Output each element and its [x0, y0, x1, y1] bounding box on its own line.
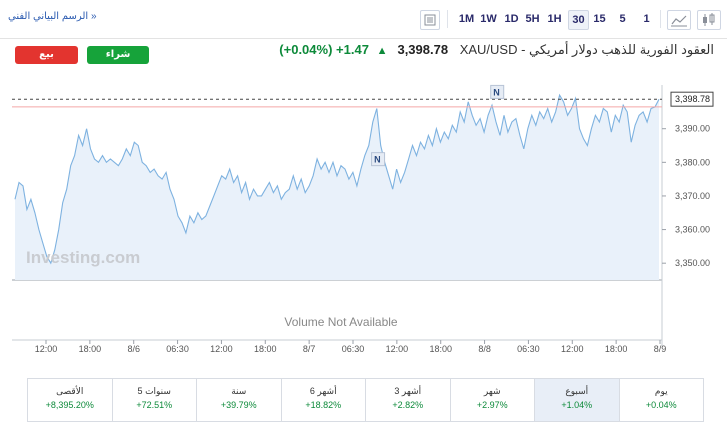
- performance-label: أسبوع: [565, 386, 589, 396]
- instrument-header: (+0.04%) +1.47 ▲ 3,398.78 XAU/USD - العقو…: [279, 42, 714, 58]
- sell-button[interactable]: بيع: [15, 46, 78, 64]
- x-tick-label: 18:00: [254, 344, 277, 354]
- change-value: (+0.04%): [279, 42, 333, 57]
- x-tick-label: 06:30: [517, 344, 540, 354]
- x-tick-label: 06:30: [166, 344, 189, 354]
- volume-not-available: Volume Not Available: [284, 315, 398, 329]
- area-chart-icon: [671, 15, 687, 27]
- investing-watermark: Investing.com: [26, 248, 140, 267]
- timeframe-1M[interactable]: 1M: [458, 13, 475, 25]
- performance-value: +2.82%: [392, 400, 424, 410]
- performance-cell[interactable]: 6 أشهر +18.82%: [282, 379, 366, 421]
- instrument-name: XAU/USD - العقود الفورية للذهب دولار أمر…: [459, 42, 714, 57]
- y-tick-label: 3,370.00: [675, 191, 710, 201]
- performance-cell[interactable]: شهر +2.97%: [451, 379, 535, 421]
- y-tick-label: 3,390.00: [675, 124, 710, 134]
- y-tick-label: 3,380.00: [675, 157, 710, 167]
- performance-value: +0.04%: [645, 400, 677, 410]
- news-marker-icon: N: [374, 155, 381, 165]
- performance-value: +8,395.20%: [45, 400, 94, 410]
- performance-value: +18.82%: [305, 400, 342, 410]
- price-area: [15, 95, 659, 280]
- last-price-tag: 3,398.78: [675, 94, 710, 104]
- toolbar-separator: [660, 10, 661, 28]
- performance-label: الأقصى: [56, 386, 84, 396]
- timeframe-1D[interactable]: 1D: [504, 13, 519, 25]
- y-tick-label: 3,360.00: [675, 225, 710, 235]
- performance-value: +72.51%: [136, 400, 173, 410]
- x-tick-label: 18:00: [605, 344, 628, 354]
- y-tick-label: 3,350.00: [675, 258, 710, 268]
- x-tick-label: 8/7: [303, 344, 316, 354]
- timeframe-30[interactable]: 30: [568, 10, 589, 30]
- last-price: 3,398.78: [397, 42, 449, 57]
- performance-label: شهر: [483, 386, 501, 396]
- x-tick-label: 06:30: [342, 344, 365, 354]
- price-line: [14, 93, 660, 265]
- performance-label: يوم: [654, 386, 668, 396]
- change-points: +1.47: [336, 42, 369, 57]
- settings-icon: [424, 14, 436, 26]
- price-chart[interactable]: Investing.com 3,350.00 3,360.00 3,370.00 3,3…: [0, 80, 727, 370]
- news-marker-icon: N: [493, 87, 500, 97]
- performance-label: 3 أشهر: [394, 386, 422, 396]
- x-tick-label: 18:00: [79, 344, 102, 354]
- performance-cell[interactable]: سنة +39.79%: [197, 379, 282, 421]
- timeframe-15[interactable]: 15: [593, 13, 606, 25]
- chart-type-candlestick-button[interactable]: [697, 10, 721, 30]
- toolbar-separator: [447, 10, 448, 28]
- performance-label: سنة: [231, 386, 247, 396]
- candlestick-icon: [703, 13, 715, 26]
- performance-table: الأقصى +8,395.20% 5 سنوات +72.51% سنة +39.79%…: [27, 378, 704, 422]
- performance-label: 5 سنوات: [137, 386, 171, 396]
- performance-value: +39.79%: [220, 400, 257, 410]
- performance-cell[interactable]: أسبوع +1.04%: [535, 379, 620, 421]
- news-marker-box: [490, 84, 505, 99]
- performance-cell[interactable]: 5 سنوات +72.51%: [113, 379, 197, 421]
- news-marker-box: [371, 152, 386, 167]
- chart-type-area-button[interactable]: [667, 10, 691, 30]
- timeframe-5H[interactable]: 5H: [525, 13, 540, 25]
- performance-value: +1.04%: [561, 400, 593, 410]
- last-price-tag-box: [670, 91, 714, 107]
- timeframe-1[interactable]: 1: [643, 13, 650, 25]
- x-tick-label: 8/9: [654, 344, 667, 354]
- top-toolbar: الرسم البياني الفني » 1M 1W 1D 5H 1H 30 15 5 1: [0, 0, 727, 39]
- performance-label: 6 أشهر: [309, 386, 337, 396]
- performance-cell[interactable]: يوم +0.04%: [620, 379, 704, 421]
- up-arrow-icon: ▲: [376, 45, 388, 57]
- x-tick-label: 8/8: [478, 344, 491, 354]
- performance-cell[interactable]: الأقصى +8,395.20%: [28, 379, 113, 421]
- x-tick-label: 8/6: [127, 344, 140, 354]
- x-tick-label: 12:00: [386, 344, 409, 354]
- x-tick-label: 18:00: [429, 344, 452, 354]
- settings-button[interactable]: [420, 10, 440, 30]
- timeframe-5[interactable]: 5: [619, 13, 626, 25]
- x-tick-label: 12:00: [35, 344, 58, 354]
- x-tick-label: 12:00: [561, 344, 584, 354]
- buy-button[interactable]: شراء: [87, 46, 149, 64]
- x-tick-label: 12:00: [210, 344, 233, 354]
- timeframe-1H[interactable]: 1H: [547, 13, 562, 25]
- performance-cell[interactable]: 3 أشهر +2.82%: [366, 379, 451, 421]
- timeframe-1W[interactable]: 1W: [480, 13, 497, 25]
- technical-chart-link[interactable]: الرسم البياني الفني »: [8, 11, 97, 22]
- performance-value: +2.97%: [476, 400, 508, 410]
